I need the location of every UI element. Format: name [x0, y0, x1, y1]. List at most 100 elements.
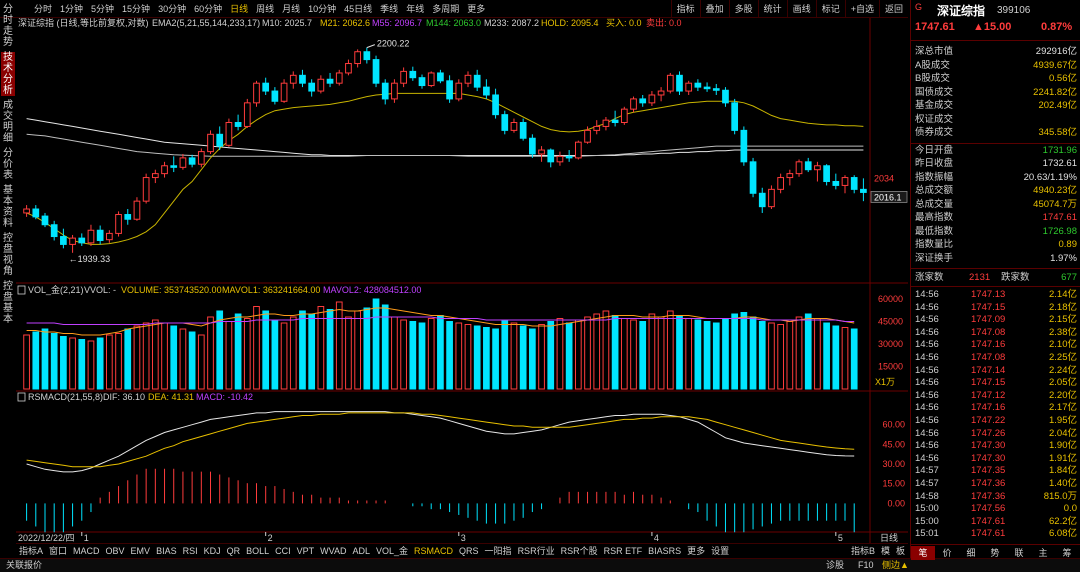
left-tab[interactable]: 控盘基本: [3, 281, 13, 325]
indicator-tab[interactable]: VOL_金: [376, 546, 409, 556]
quote-tab[interactable]: 联: [1014, 548, 1024, 558]
candle: [574, 141, 582, 159]
quote-tab[interactable]: 细: [966, 548, 976, 558]
candle: [96, 229, 104, 241]
period-tab[interactable]: 更多: [467, 4, 486, 14]
indicator-tab[interactable]: RSR ETF: [603, 546, 643, 556]
diagnose-button[interactable]: 诊股: [826, 560, 845, 570]
period-tab[interactable]: 60分钟: [194, 4, 223, 14]
macd-axis-tick: 60.00: [882, 420, 905, 430]
indicator-tab[interactable]: RSI: [182, 546, 198, 556]
period-tab[interactable]: 分时: [34, 4, 53, 14]
candle: [381, 82, 389, 100]
period-tab[interactable]: 多周期: [432, 4, 460, 14]
toolbar-button[interactable]: 返回: [878, 0, 908, 18]
tick-price: 1747.30: [971, 440, 1006, 452]
period-tab[interactable]: 周线: [256, 4, 275, 14]
indicator-tab[interactable]: 更多: [687, 546, 706, 556]
indicator-tab[interactable]: CCI: [275, 546, 291, 556]
tick-row: 15:00 1747.56 0.0: [913, 503, 1077, 515]
toolbar-button[interactable]: 标记: [815, 0, 845, 18]
period-tab[interactable]: 15分钟: [122, 4, 151, 14]
quote-tab[interactable]: 笔: [911, 546, 935, 560]
chart-area[interactable]: 深证综指 (日线,等比前复权,对数) EMA2(5,21,55,144,233,1…: [0, 0, 908, 543]
period-tab[interactable]: 30分钟: [158, 4, 187, 14]
candle: [483, 86, 490, 96]
toolbar-button[interactable]: 叠加: [699, 0, 729, 18]
index-name: 深证综指: [937, 4, 986, 18]
volume-bar: [574, 319, 582, 390]
left-tab[interactable]: 成交明细: [3, 100, 13, 144]
indicator-tab[interactable]: EMV: [130, 546, 151, 556]
quote-tab[interactable]: 价: [942, 548, 952, 558]
left-tab[interactable]: 分时走势: [3, 4, 13, 48]
indicator-tab[interactable]: OBV: [105, 546, 125, 556]
candle: [41, 215, 49, 226]
volume-bar: [455, 322, 463, 390]
period-tab[interactable]: 月线: [282, 4, 301, 14]
period-tab[interactable]: 日线: [230, 4, 249, 14]
toolbar-button[interactable]: +自选: [844, 0, 879, 18]
sidebar-toggle[interactable]: 侧边▲: [882, 560, 909, 570]
quote-tab[interactable]: 主: [1038, 548, 1048, 558]
indicator-tab[interactable]: RSR行业: [517, 546, 555, 556]
candle: [519, 122, 527, 139]
quote-row: 基金成交 202.49亿: [915, 99, 1077, 112]
indicator-tab-right[interactable]: 指标B: [850, 546, 875, 556]
indicator-tab[interactable]: 窗口: [49, 546, 68, 556]
quote-tab[interactable]: 势: [990, 548, 1000, 558]
left-tab[interactable]: 技术分析: [1, 52, 15, 96]
volume-bar: [519, 325, 527, 390]
candle: [501, 114, 509, 131]
indicator-tab[interactable]: QR: [226, 546, 241, 556]
volume-bar: [188, 331, 196, 390]
macd-legend-dea: DEA: 41.31: [148, 392, 194, 402]
quote-label: 总成交量: [915, 198, 954, 210]
candle: [69, 237, 76, 245]
quote-value: 292916亿: [1035, 46, 1077, 57]
tick-time: 14:56: [915, 452, 939, 464]
quote-panel: G 深证综指 399106 1747.61 ▲15.00 0.87% 深总市值 2…: [910, 0, 1080, 560]
quote-tab[interactable]: 筹: [1062, 548, 1072, 558]
indicator-tab-right[interactable]: 模: [880, 546, 890, 556]
candle: [712, 88, 720, 91]
tick-volume: 2.20亿: [1049, 389, 1077, 401]
period-tab[interactable]: 年线: [406, 4, 425, 14]
candle: [243, 102, 251, 127]
indicator-tab[interactable]: MACD: [73, 546, 100, 556]
indicator-tab[interactable]: BIASRS: [648, 546, 682, 556]
indicator-tab[interactable]: 一阳指: [484, 546, 512, 556]
status-left-label[interactable]: 关联报价: [6, 560, 43, 570]
indicator-tab[interactable]: ADL: [352, 546, 370, 556]
collapse-box-icon[interactable]: [17, 285, 26, 295]
period-tab[interactable]: 季线: [380, 4, 399, 14]
toolbar-button[interactable]: 画线: [786, 0, 816, 18]
left-tab[interactable]: 基本资料: [3, 185, 13, 229]
volume-bar: [446, 321, 453, 390]
indicator-tab[interactable]: KDJ: [203, 546, 221, 556]
period-tab[interactable]: 45日线: [344, 4, 373, 14]
indicator-tab[interactable]: WVAD: [320, 546, 347, 556]
period-tab[interactable]: 5分钟: [91, 4, 115, 14]
collapse-box-icon[interactable]: [17, 392, 26, 402]
indicator-tab[interactable]: 指标A: [19, 546, 44, 556]
volume-bar: [372, 298, 380, 390]
indicator-tab[interactable]: BIAS: [156, 546, 177, 556]
period-tab[interactable]: 1分钟: [60, 4, 84, 14]
left-tab[interactable]: 分价表: [3, 148, 13, 181]
indicator-tab-right[interactable]: 板: [895, 546, 905, 556]
indicator-tab[interactable]: RSR个股: [560, 546, 598, 556]
indicator-tab[interactable]: VPT: [296, 546, 315, 556]
left-tab[interactable]: 控盘视角: [3, 233, 13, 277]
candle: [832, 180, 840, 186]
period-tab[interactable]: 10分钟: [308, 4, 337, 14]
divider: [911, 268, 1080, 269]
toolbar-button[interactable]: 指标: [670, 0, 700, 18]
f10-button[interactable]: F10: [858, 560, 874, 570]
toolbar-button[interactable]: 多股: [728, 0, 758, 18]
indicator-tab[interactable]: 设置: [711, 546, 730, 556]
toolbar-button[interactable]: 统计: [757, 0, 787, 18]
indicator-tab[interactable]: QRS: [459, 546, 479, 556]
indicator-tab[interactable]: BOLL: [246, 546, 270, 556]
indicator-tab[interactable]: RSMACD: [414, 546, 454, 556]
